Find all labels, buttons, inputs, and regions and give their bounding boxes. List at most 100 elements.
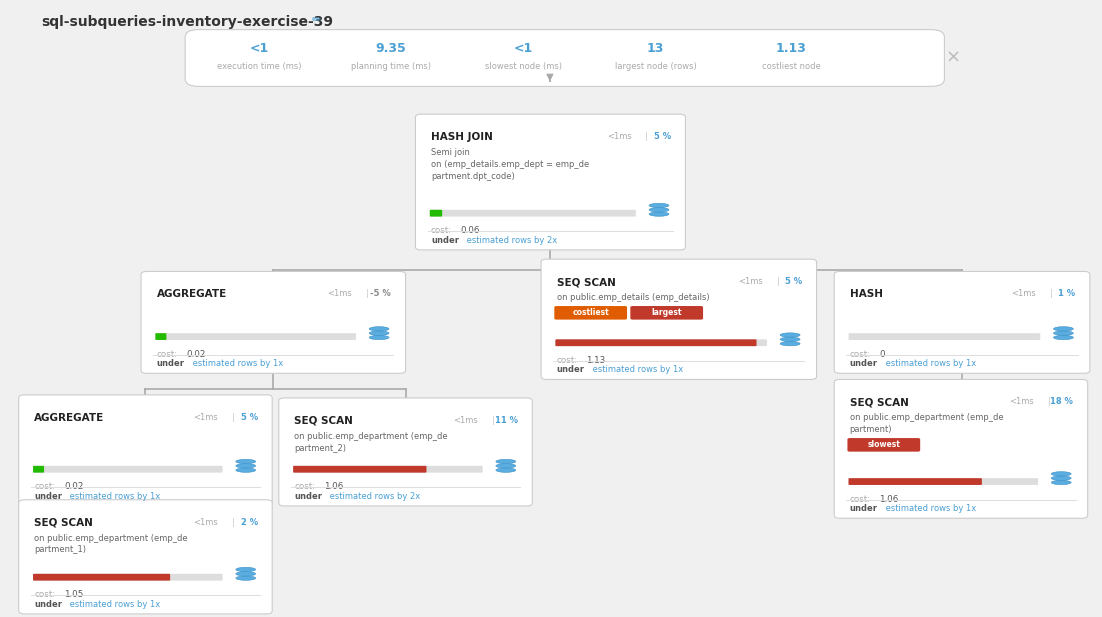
Text: estimated rows by 1x: estimated rows by 1x <box>883 359 976 368</box>
Text: estimated rows by 1x: estimated rows by 1x <box>590 365 683 375</box>
Text: estimated rows by 2x: estimated rows by 2x <box>327 492 421 501</box>
Text: AGGREGATE: AGGREGATE <box>34 413 105 423</box>
Ellipse shape <box>649 212 669 217</box>
Text: <1ms: <1ms <box>194 518 218 527</box>
Ellipse shape <box>649 207 669 212</box>
Text: SEQ SCAN: SEQ SCAN <box>557 277 615 287</box>
Text: 1 %: 1 % <box>1058 289 1076 299</box>
Text: <1ms: <1ms <box>1012 289 1036 299</box>
Text: 18 %: 18 % <box>1050 397 1073 407</box>
Text: partment): partment) <box>850 425 893 434</box>
Text: <1ms: <1ms <box>1009 397 1034 407</box>
FancyBboxPatch shape <box>19 395 272 506</box>
Text: |: | <box>233 413 235 422</box>
Text: SEQ SCAN: SEQ SCAN <box>850 397 908 407</box>
Ellipse shape <box>236 459 256 464</box>
Text: under: under <box>850 504 877 513</box>
FancyBboxPatch shape <box>33 574 170 581</box>
Text: ×: × <box>946 48 961 67</box>
Text: 0: 0 <box>879 350 885 359</box>
Text: 5 %: 5 % <box>653 132 671 141</box>
Ellipse shape <box>496 464 516 468</box>
Ellipse shape <box>1054 336 1073 339</box>
Ellipse shape <box>780 337 800 341</box>
Ellipse shape <box>236 576 256 580</box>
Text: under: under <box>34 600 62 609</box>
FancyBboxPatch shape <box>33 466 223 473</box>
Text: estimated rows by 1x: estimated rows by 1x <box>190 359 283 368</box>
Text: -5 %: -5 % <box>370 289 391 299</box>
Ellipse shape <box>369 327 389 331</box>
Ellipse shape <box>649 204 669 207</box>
FancyBboxPatch shape <box>541 259 817 379</box>
Text: costliest: costliest <box>572 308 609 317</box>
FancyBboxPatch shape <box>555 339 756 346</box>
Ellipse shape <box>236 468 256 473</box>
Text: 1.06: 1.06 <box>324 482 343 492</box>
Text: |: | <box>493 416 495 425</box>
Text: AGGREGATE: AGGREGATE <box>156 289 227 299</box>
FancyBboxPatch shape <box>293 466 426 473</box>
Text: under: under <box>850 359 877 368</box>
FancyBboxPatch shape <box>555 339 767 346</box>
Text: 11 %: 11 % <box>495 416 518 425</box>
Text: <1ms: <1ms <box>194 413 218 422</box>
Text: Semi join: Semi join <box>431 148 469 157</box>
Text: costliest node: costliest node <box>761 62 821 71</box>
Text: under: under <box>156 359 184 368</box>
Text: HASH JOIN: HASH JOIN <box>431 132 493 142</box>
Text: <1ms: <1ms <box>454 416 478 425</box>
Text: 0.02: 0.02 <box>64 482 84 492</box>
Text: 0.06: 0.06 <box>461 226 480 236</box>
Text: on public.emp_department (emp_de: on public.emp_department (emp_de <box>850 413 1003 423</box>
Text: on public.emp_details (emp_details): on public.emp_details (emp_details) <box>557 293 709 302</box>
Text: ✏: ✏ <box>312 15 322 25</box>
Text: |: | <box>1050 289 1052 299</box>
Text: cost:: cost: <box>156 350 177 359</box>
Text: 5 %: 5 % <box>240 413 258 422</box>
Ellipse shape <box>1054 331 1073 336</box>
FancyBboxPatch shape <box>185 30 944 86</box>
Text: partment_2): partment_2) <box>294 444 346 453</box>
Text: |: | <box>366 289 368 299</box>
Text: 9.35: 9.35 <box>376 42 407 56</box>
Text: 5 %: 5 % <box>785 277 802 286</box>
Text: estimated rows by 1x: estimated rows by 1x <box>67 492 161 501</box>
FancyBboxPatch shape <box>155 333 356 340</box>
Text: estimated rows by 1x: estimated rows by 1x <box>67 600 161 609</box>
Ellipse shape <box>1051 471 1071 476</box>
Text: 0.02: 0.02 <box>186 350 206 359</box>
FancyBboxPatch shape <box>33 574 223 581</box>
FancyBboxPatch shape <box>415 114 685 250</box>
Text: <1: <1 <box>249 42 269 56</box>
Text: <1ms: <1ms <box>607 132 631 141</box>
Ellipse shape <box>369 336 389 339</box>
Text: on public.emp_department (emp_de: on public.emp_department (emp_de <box>34 534 187 543</box>
FancyBboxPatch shape <box>19 500 272 614</box>
Text: on (emp_details.emp_dept = emp_de: on (emp_details.emp_dept = emp_de <box>431 160 590 169</box>
FancyBboxPatch shape <box>847 438 920 452</box>
Ellipse shape <box>1051 476 1071 480</box>
Text: HASH: HASH <box>850 289 883 299</box>
Text: sql-subqueries-inventory-exercise-39: sql-subqueries-inventory-exercise-39 <box>41 15 333 29</box>
Ellipse shape <box>496 459 516 464</box>
Text: 1.05: 1.05 <box>64 590 84 600</box>
Text: 1.06: 1.06 <box>879 495 898 504</box>
Text: SEQ SCAN: SEQ SCAN <box>34 518 93 528</box>
FancyBboxPatch shape <box>293 466 483 473</box>
Text: under: under <box>557 365 584 375</box>
Text: partment_1): partment_1) <box>34 545 86 555</box>
Ellipse shape <box>780 333 800 337</box>
Text: cost:: cost: <box>850 495 871 504</box>
Text: under: under <box>34 492 62 501</box>
FancyBboxPatch shape <box>630 306 703 320</box>
Text: 1.13: 1.13 <box>586 356 605 365</box>
Text: slowest node (ms): slowest node (ms) <box>485 62 562 71</box>
Ellipse shape <box>236 571 256 576</box>
FancyBboxPatch shape <box>834 271 1090 373</box>
Text: cost:: cost: <box>557 356 577 365</box>
Ellipse shape <box>496 468 516 473</box>
FancyBboxPatch shape <box>430 210 636 217</box>
Text: estimated rows by 1x: estimated rows by 1x <box>883 504 976 513</box>
Text: largest node (rows): largest node (rows) <box>615 62 696 71</box>
